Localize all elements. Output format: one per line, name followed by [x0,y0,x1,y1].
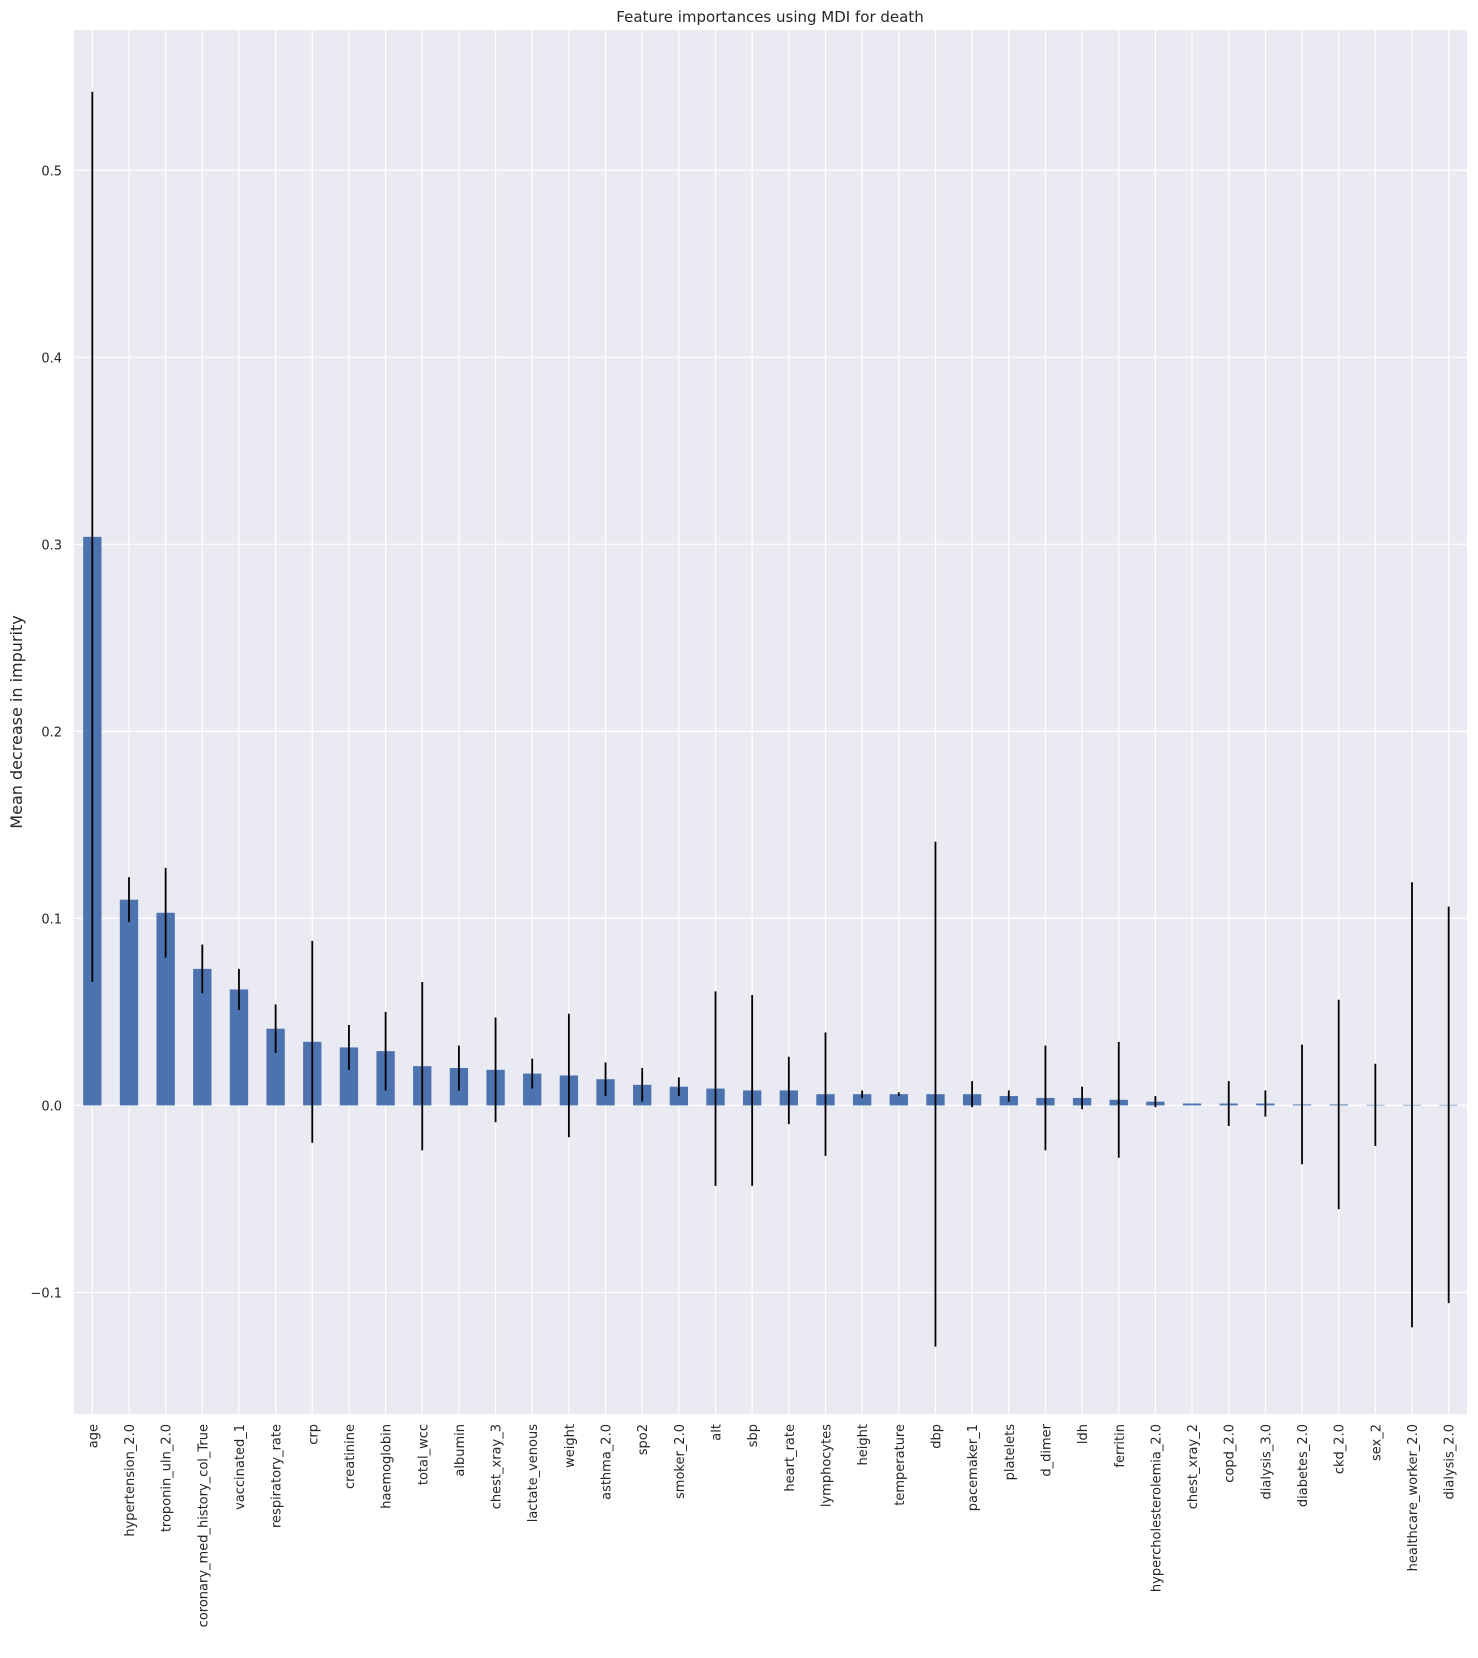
x-tick-label: vaccinated_1 [233,1424,248,1510]
x-tick-label: ldh [1076,1424,1091,1444]
x-tick-label: temperature [893,1424,908,1506]
x-tick-label: chest_xray_3 [490,1424,505,1509]
x-tick-label: albumin [453,1424,468,1477]
bar [229,989,249,1106]
x-tick-label: lactate_venous [526,1424,541,1523]
error-bars [91,91,1450,1347]
y-axis-title: Mean decrease in impurity [7,615,26,828]
y-tick-label: 0.1 [41,912,62,927]
bar [193,968,212,1106]
x-tick-label: respiratory_rate [270,1424,285,1528]
bar [852,1094,872,1106]
x-tick-label: platelets [1003,1424,1018,1481]
x-tick-label: dialysis_3.0 [1259,1424,1274,1499]
x-tick-label: dbp [929,1424,944,1449]
x-tick-label: heart_rate [783,1424,798,1492]
bar [889,1094,908,1106]
x-tick-label: diabetes_2.0 [1296,1424,1311,1507]
y-tick-labels: −0.1 0.0 0.1 0.2 0.3 0.4 0.5 [30,164,62,1301]
y-tick-label: 0.4 [41,351,62,366]
x-tick-label: age [86,1424,101,1448]
y-tick-label: −0.1 [30,1286,62,1301]
x-tick-label: troponin_uln_2.0 [160,1424,175,1532]
bar [156,912,175,1106]
x-tick-label: total_wcc [416,1424,431,1485]
x-tick-label: smoker_2.0 [673,1424,688,1499]
y-tick-label: 0.5 [41,164,62,179]
x-tick-label: copd_2.0 [1223,1424,1238,1483]
bar [523,1073,542,1106]
x-tick-label: dialysis_2.0 [1443,1424,1458,1499]
x-tick-label: healthcare_worker_2.0 [1406,1424,1421,1571]
y-tick-label: 0.0 [41,1099,62,1114]
bar [669,1086,689,1106]
x-tick-label: sbp [746,1424,761,1447]
x-tick-label: pacemaker_1 [966,1424,981,1511]
x-tick-label: sex_2 [1369,1424,1384,1461]
grid-lines [74,30,1467,1414]
x-tick-label: hypercholesterolemia_2.0 [1149,1424,1164,1592]
x-tick-label: chest_xray_2 [1186,1424,1201,1509]
bar [266,1028,285,1106]
bar [339,1047,359,1106]
x-tick-label: ferritin [1113,1424,1128,1468]
x-tick-label: height [856,1424,871,1465]
chart-title: Feature importances using MDI for death [616,8,923,26]
plot-background [74,30,1467,1414]
x-tick-label: alt [710,1424,725,1441]
x-tick-label: spo2 [636,1424,651,1455]
x-tick-label: weight [563,1424,578,1468]
y-tick-label: 0.3 [41,538,62,553]
x-tick-labels: age hypertension_2.0 troponin_uln_2.0 coron… [86,1423,1457,1627]
x-tick-label: d_dimer [1039,1423,1054,1476]
x-tick-label: lymphocytes [819,1424,834,1507]
bar [1182,1103,1202,1106]
x-tick-label: coronary_med_history_col_True [196,1424,211,1627]
x-tick-label: hypertension_2.0 [123,1424,138,1537]
x-tick-label: creatinine [343,1424,358,1489]
x-tick-label: haemoglobin [380,1424,395,1509]
x-tick-label: crp [306,1424,321,1445]
x-tick-label: asthma_2.0 [600,1424,615,1500]
y-tick-label: 0.2 [41,725,62,740]
bar [119,899,139,1106]
x-tick-label: ckd_2.0 [1333,1424,1348,1474]
